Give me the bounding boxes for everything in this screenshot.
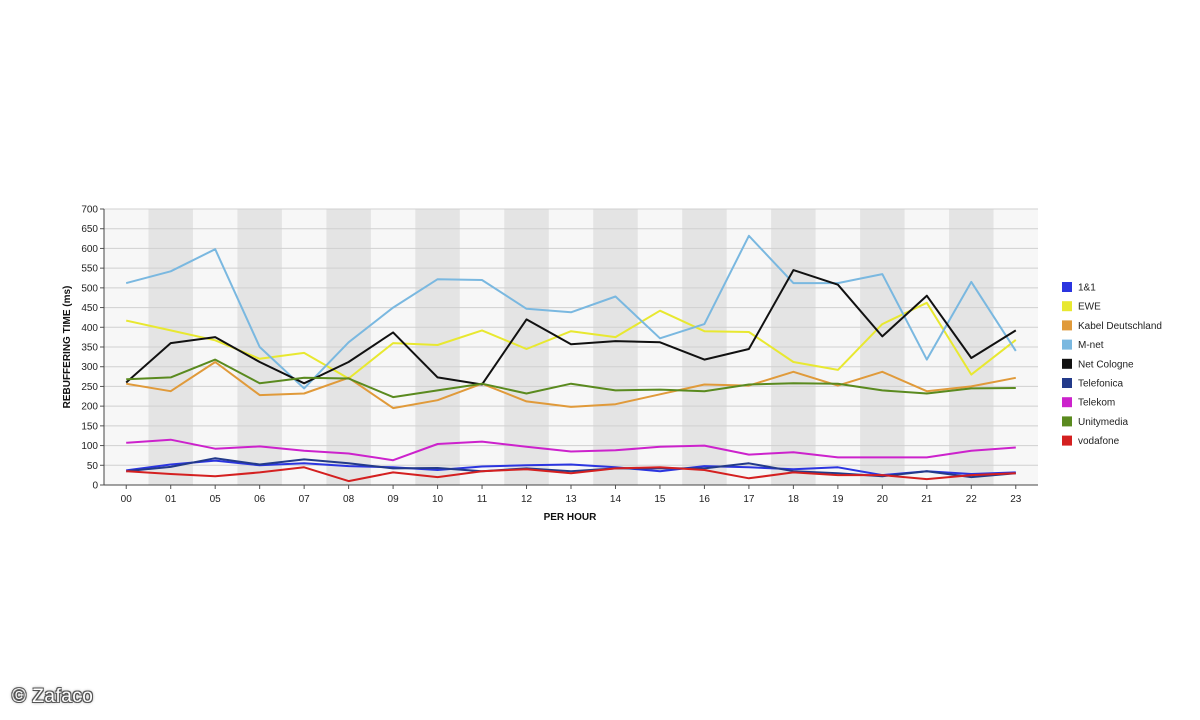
x-tick-label: 09 <box>388 494 400 505</box>
x-tick-label: 06 <box>254 494 266 505</box>
series-line-m-net <box>125 234 1017 390</box>
x-tick-label: 12 <box>521 494 533 505</box>
legend-swatch-ewe <box>1062 301 1072 312</box>
x-tick-label: 21 <box>921 494 933 505</box>
x-tick-label: 08 <box>343 494 355 505</box>
y-tick-label: 600 <box>81 244 98 255</box>
series-line-vodafone <box>126 466 1016 483</box>
x-tick-label: 00 <box>121 494 133 505</box>
x-tick-label: 17 <box>743 494 755 505</box>
y-axis-ticks: 0 50 100 150 200 250 300 350 400 450 500 550 600 650 7… <box>81 205 104 492</box>
axes <box>103 209 1038 486</box>
x-tick-label: 07 <box>299 494 311 505</box>
series-line-kabel-deutschland <box>126 361 1016 410</box>
x-axis-ticks: 00 01 05 06 07 08 09 10 11 12 13 14 15 16 17 18 19 20 21 22… <box>121 485 1022 505</box>
y-tick-label: 250 <box>81 382 98 393</box>
x-tick-label: 13 <box>565 494 577 505</box>
legend-label-ewe: EWE <box>1078 302 1101 313</box>
y-tick-label: 300 <box>81 362 98 373</box>
legend-swatch-unitymedia <box>1062 416 1072 427</box>
x-tick-label: 10 <box>432 494 444 505</box>
legend-label-telefonica: Telefonica <box>1078 379 1123 390</box>
y-tick-label: 400 <box>81 323 98 334</box>
y-tick-label: 450 <box>81 303 98 314</box>
series-line-unitymedia <box>126 358 1016 399</box>
y-tick-label: 500 <box>81 283 98 294</box>
legend-swatch-telefonica <box>1062 378 1072 388</box>
y-tick-label: 700 <box>81 205 98 216</box>
y-tick-label: 0 <box>92 481 98 492</box>
legend-swatch-net-cologne <box>1062 358 1072 369</box>
y-tick-label: 350 <box>81 343 98 354</box>
legend-label-1-1: 1&1 <box>1078 283 1096 294</box>
x-tick-label: 15 <box>654 494 666 505</box>
legend-label-telekom: Telekom <box>1078 398 1115 409</box>
legend-label-net-cologne: Net Cologne <box>1078 359 1134 370</box>
x-tick-label: 23 <box>1010 494 1022 505</box>
legend-label-kabel-deutschland: Kabel Deutschland <box>1078 321 1162 332</box>
legend-label-m-net: M-net <box>1078 340 1104 351</box>
legend-label-unitymedia: Unitymedia <box>1078 417 1128 428</box>
x-axis-title: PER HOUR <box>544 512 598 523</box>
series-line-net-cologne <box>125 269 1017 386</box>
x-tick-label: 18 <box>788 494 800 505</box>
y-tick-label: 50 <box>87 461 99 472</box>
series-line-ewe <box>125 301 1017 380</box>
x-tick-label: 22 <box>966 494 978 505</box>
legend-swatch-kabel-deutschland <box>1062 320 1072 331</box>
y-tick-label: 100 <box>81 441 98 452</box>
series-lines <box>125 234 1017 483</box>
legend-label-vodafone: vodafone <box>1078 436 1120 447</box>
legend-swatch-vodafone <box>1062 435 1072 446</box>
y-tick-label: 550 <box>81 264 98 275</box>
legend-swatch-telekom <box>1062 397 1072 408</box>
x-tick-label: 05 <box>210 494 222 505</box>
x-tick-label: 16 <box>699 494 711 505</box>
y-tick-label: 200 <box>81 402 98 413</box>
y-axis-title: REBUFFERING TIME (ms) <box>62 286 73 409</box>
x-tick-label: 14 <box>610 494 622 505</box>
series-line-telekom <box>126 438 1016 462</box>
x-tick-label: 20 <box>877 494 889 505</box>
legend-swatch-1-1 <box>1062 282 1072 292</box>
series-line-1-1 <box>126 459 1016 477</box>
y-tick-label: 650 <box>81 224 98 235</box>
x-tick-label: 01 <box>165 494 177 505</box>
x-tick-label: 19 <box>832 494 844 505</box>
y-tick-label: 150 <box>81 421 98 432</box>
copyright-watermark: © Zafaco <box>12 686 94 707</box>
legend-swatch-m-net <box>1062 339 1072 350</box>
legend: 1&1 EWE Kabel Deutschland M-net Net Cologne T… <box>1062 282 1162 447</box>
x-tick-label: 11 <box>477 494 488 505</box>
